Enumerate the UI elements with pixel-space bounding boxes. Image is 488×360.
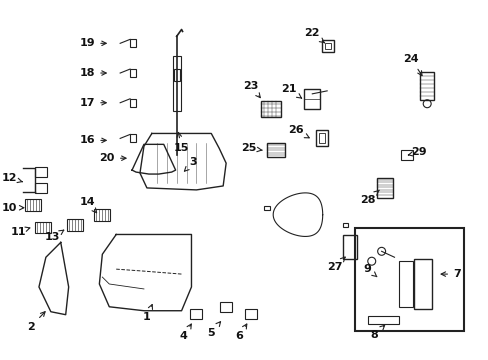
Bar: [266, 143, 284, 157]
Text: 21: 21: [280, 84, 301, 98]
Bar: [94, 209, 110, 221]
Bar: [376, 178, 392, 198]
Text: 19: 19: [80, 38, 106, 48]
Bar: [220, 302, 232, 312]
Bar: [190, 309, 202, 319]
Bar: [35, 167, 47, 177]
Bar: [173, 69, 179, 81]
Text: 13: 13: [45, 230, 63, 242]
Text: 28: 28: [359, 190, 379, 205]
Bar: [130, 39, 136, 47]
Text: 1: 1: [142, 305, 152, 322]
Bar: [354, 228, 463, 330]
Text: 26: 26: [287, 126, 308, 138]
Bar: [342, 235, 356, 259]
Bar: [304, 89, 320, 109]
Bar: [35, 183, 47, 193]
Text: 8: 8: [370, 325, 384, 339]
Text: 11: 11: [10, 226, 30, 237]
Bar: [172, 56, 180, 111]
Bar: [342, 222, 347, 226]
Text: 3: 3: [184, 157, 197, 171]
Bar: [325, 43, 330, 49]
Text: 17: 17: [80, 98, 106, 108]
Bar: [316, 130, 327, 146]
Bar: [322, 40, 333, 52]
Text: 16: 16: [80, 135, 106, 145]
Text: 5: 5: [207, 322, 220, 338]
Text: 18: 18: [80, 68, 106, 78]
Text: 10: 10: [1, 203, 24, 213]
Text: 15: 15: [174, 132, 189, 153]
Bar: [399, 261, 412, 307]
Bar: [66, 219, 82, 230]
Bar: [413, 259, 431, 309]
Bar: [319, 134, 325, 143]
Text: 25: 25: [241, 143, 262, 153]
Text: 20: 20: [100, 153, 126, 163]
Bar: [260, 101, 280, 117]
Bar: [419, 72, 433, 100]
Bar: [401, 150, 412, 160]
Text: 4: 4: [179, 324, 191, 342]
Bar: [367, 316, 399, 324]
Text: 2: 2: [27, 312, 45, 332]
Bar: [244, 309, 256, 319]
Text: 14: 14: [80, 197, 97, 213]
Bar: [35, 222, 51, 234]
Text: 27: 27: [326, 257, 345, 272]
Bar: [130, 99, 136, 107]
Bar: [130, 134, 136, 142]
Text: 12: 12: [1, 173, 22, 183]
Bar: [263, 206, 269, 210]
Text: 6: 6: [235, 324, 246, 342]
Text: 29: 29: [407, 147, 426, 157]
Bar: [130, 69, 136, 77]
Text: 24: 24: [403, 54, 421, 76]
Bar: [25, 199, 41, 211]
Text: 7: 7: [440, 269, 460, 279]
Text: 22: 22: [304, 28, 324, 43]
Text: 9: 9: [363, 264, 376, 277]
Text: 23: 23: [243, 81, 260, 98]
